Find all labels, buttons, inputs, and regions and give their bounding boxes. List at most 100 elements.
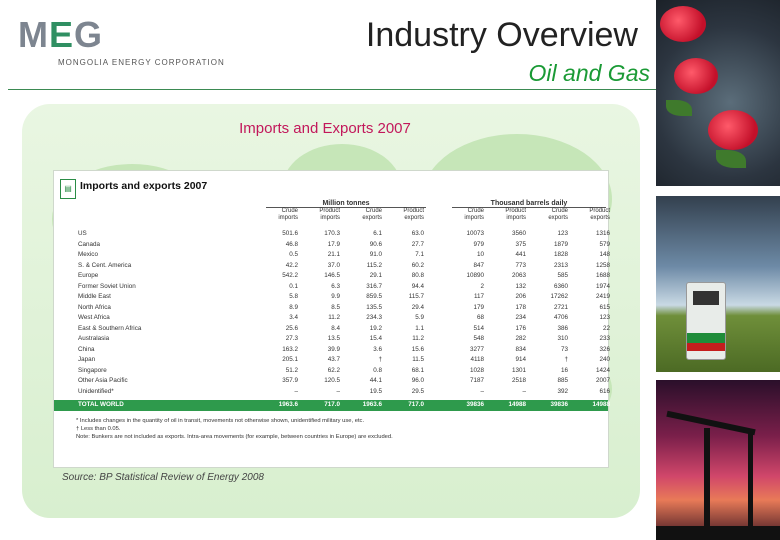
table-cell: 115.2 — [366, 261, 382, 269]
table-cell: 11.2 — [328, 314, 340, 321]
fuel-pump-icon — [686, 282, 726, 360]
logo-subtitle: MONGOLIA ENERGY CORPORATION — [58, 58, 225, 67]
table-cell: 123 — [557, 230, 568, 237]
table-cell: 123 — [599, 314, 610, 321]
table-cell: 148 — [599, 251, 610, 258]
table-cell: 615 — [599, 303, 610, 311]
table-cell: 357.9 — [282, 377, 298, 384]
table-cell: 234 — [515, 314, 526, 321]
table-cell: 51.2 — [285, 366, 298, 374]
table-cell: 17262 — [550, 293, 568, 300]
table-cell: 375 — [515, 240, 526, 248]
table-cell: 10 — [476, 251, 484, 258]
table-row: Mexico 0.5 21.1 91.0 7.1 10 441 1828 148 — [54, 250, 610, 260]
row-label: S. & Cent. America — [78, 261, 132, 269]
table-cell: – — [480, 387, 484, 395]
row-label: Japan — [78, 356, 96, 363]
table-cell: 0.1 — [289, 282, 298, 290]
table-cell: 1828 — [553, 251, 568, 258]
table-row: Australasia 27.3 13.5 15.4 11.2 548 282 310 233 — [54, 334, 610, 344]
table-total-row: TOTAL WORLD 1963.6 717.0 1963.6 717.0 39836 14… — [54, 400, 610, 411]
column-header: Crude imports — [464, 208, 484, 221]
table-cell: 19.2 — [369, 324, 382, 332]
table-cell: 1974 — [595, 282, 610, 290]
table-cell: 773 — [515, 261, 526, 269]
table-cell: 39836 — [466, 401, 484, 408]
table-cell: – — [522, 387, 526, 395]
table-cell: 117 — [473, 293, 484, 300]
table-cell: 616 — [599, 387, 610, 395]
table-cell: 44.1 — [369, 377, 382, 384]
table-cell: 3560 — [511, 230, 526, 237]
row-label: Singapore — [78, 366, 107, 374]
row-label: Former Soviet Union — [78, 282, 136, 290]
table-cell: 13.5 — [327, 335, 340, 342]
row-label: Unidentified* — [78, 387, 114, 395]
table-cell: 885 — [557, 377, 568, 384]
table-cell: 914 — [515, 356, 526, 363]
table-cell: 1028 — [469, 366, 484, 374]
table-cell: 3.6 — [373, 345, 382, 353]
column-header: Product imports — [505, 208, 526, 221]
column-header: Product imports — [319, 208, 340, 221]
table-cell: 717.0 — [408, 401, 424, 408]
table-cell: 2313 — [553, 261, 568, 269]
table-title: Imports and exports 2007 — [80, 180, 208, 192]
table-cell: 240 — [599, 356, 610, 363]
table-cell: – — [294, 387, 298, 395]
table-cell: 16 — [560, 366, 568, 374]
table-cell: 68 — [476, 314, 484, 321]
table-cell: 14988 — [592, 401, 610, 408]
table-cell: 2721 — [553, 303, 568, 311]
table-cell: 176 — [515, 324, 526, 332]
table-cell: 579 — [599, 240, 610, 248]
column-header: Product exports — [403, 208, 424, 221]
table-cell: 7.1 — [415, 251, 424, 258]
table-cell: 326 — [599, 345, 610, 353]
table-cell: 14988 — [508, 401, 526, 408]
table-cell: 91.0 — [369, 251, 382, 258]
table-cell: 10073 — [466, 230, 484, 237]
table-cell: 29.1 — [369, 272, 382, 279]
table-cell: 25.6 — [285, 324, 298, 332]
table-cell: 17.9 — [327, 240, 340, 248]
row-label: Europe — [78, 272, 99, 279]
table-icon: ▤ — [60, 179, 76, 199]
table-cell: 39836 — [550, 401, 568, 408]
row-label: East & Southern Africa — [78, 324, 142, 332]
table-cell: 386 — [557, 324, 568, 332]
photo-strip — [656, 0, 780, 540]
table-cell: 717.0 — [324, 401, 340, 408]
table-cell: 0.5 — [289, 251, 298, 258]
table-cell: 514 — [473, 324, 484, 332]
table-row: China 163.2 39.9 3.6 15.6 3277 834 73 326 — [54, 345, 610, 355]
company-logo: MEG MONGOLIA ENERGY CORPORATION — [18, 17, 224, 68]
table-cell: 7187 — [469, 377, 484, 384]
table-cell: 21.1 — [327, 251, 340, 258]
row-label: West Africa — [78, 314, 110, 321]
table-cell: 68.1 — [411, 366, 424, 374]
table-cell: 170.3 — [324, 230, 340, 237]
table-cell: 37.0 — [327, 261, 340, 269]
table-caption: Imports and Exports 2007 — [239, 120, 411, 137]
table-row: East & Southern Africa 25.6 8.4 19.2 1.1 514 1… — [54, 324, 610, 334]
table-cell: 43.7 — [327, 356, 340, 363]
table-cell: 178 — [515, 303, 526, 311]
table-cell: 282 — [515, 335, 526, 342]
fuel-pump-photo — [656, 196, 780, 372]
column-header: Crude exports — [362, 208, 382, 221]
table-cell: 233 — [599, 335, 610, 342]
table-cell: 4706 — [553, 314, 568, 321]
row-label: Mexico — [78, 251, 98, 258]
table-cell: 2518 — [511, 377, 526, 384]
table-cell: 27.7 — [411, 240, 424, 248]
table-row: North Africa 8.9 8.5 135.5 29.4 179 178 2721 615 — [54, 303, 610, 313]
table-cell: 135.5 — [366, 303, 382, 311]
row-label: China — [78, 345, 95, 353]
table-cell: 548 — [473, 335, 484, 342]
column-header: Crude exports — [548, 208, 568, 221]
table-cell: 42.2 — [285, 261, 298, 269]
table-cell: 0.8 — [373, 366, 382, 374]
table-cell: 120.5 — [324, 377, 340, 384]
table-cell: 1688 — [595, 272, 610, 279]
